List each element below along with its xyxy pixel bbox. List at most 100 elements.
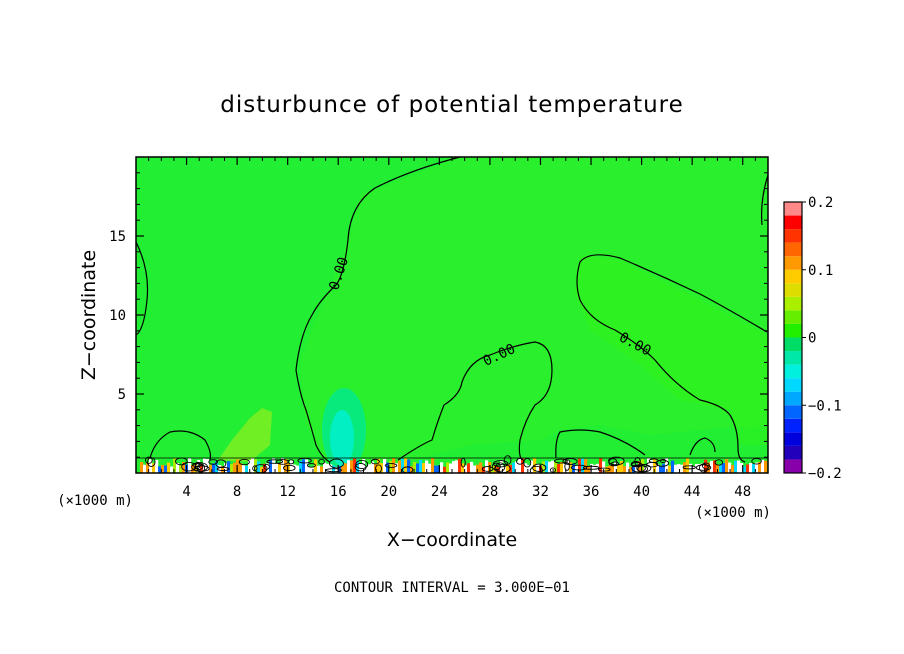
surface-cell (482, 466, 486, 473)
surface-contour (562, 458, 578, 465)
surface-cell (545, 460, 549, 473)
colorbar-swatch (784, 378, 802, 392)
surface-contour (682, 465, 696, 470)
surface-cell (266, 463, 270, 473)
surface-cell (365, 466, 369, 473)
surface-cell (305, 459, 309, 473)
surface-cell (233, 462, 237, 473)
colorbar-swatch (784, 391, 802, 406)
surface-cell (251, 458, 255, 473)
surface-cell (221, 466, 225, 473)
surface-cell (716, 464, 720, 473)
surface-cell (548, 461, 552, 473)
surface-cell (455, 460, 459, 473)
surface-cell (605, 466, 609, 473)
surface-cell (140, 461, 144, 473)
surface-contour (275, 459, 289, 465)
colorbar-swatch (784, 418, 802, 433)
colorbar-tick-label: 0.2 (808, 195, 833, 211)
surface-cell (749, 462, 753, 473)
x-tick-label: 44 (684, 484, 701, 500)
surface-cell (290, 459, 294, 473)
surface-cell (632, 466, 636, 473)
surface-contour (328, 458, 344, 469)
surface-noise-layer (136, 455, 768, 473)
surface-cell (560, 461, 564, 473)
colorbar-swatch (784, 242, 802, 257)
surface-cell (608, 465, 612, 473)
surface-cell (536, 463, 540, 473)
surface-cell (614, 462, 618, 473)
surface-cell (443, 466, 447, 473)
surface-cell (371, 461, 375, 473)
surface-cell (566, 460, 570, 473)
surface-cell (620, 461, 624, 473)
x-tick-label: 32 (532, 484, 549, 500)
surface-cell (452, 461, 456, 473)
surface-cell (182, 462, 186, 473)
surface-contour (193, 465, 210, 472)
surface-cell (521, 458, 525, 473)
surface-contour (283, 464, 296, 472)
colorbar-swatch (784, 351, 802, 365)
surface-cell (446, 462, 450, 473)
x-tick-label: 40 (633, 484, 650, 500)
surface-cell (209, 464, 213, 473)
surface-cell (218, 464, 222, 473)
surface-contour (698, 463, 709, 473)
surface-cell (272, 458, 276, 473)
surface-contour (495, 462, 506, 472)
x-unit-left: (×1000 m) (57, 493, 133, 509)
surface-cell (461, 463, 465, 473)
surface-cell (533, 458, 537, 473)
surface-cell (527, 465, 531, 473)
surface-cell (758, 462, 762, 473)
surface-cell (476, 464, 480, 473)
surface-contour (238, 458, 250, 466)
surface-cell (623, 466, 627, 473)
colorbar-swatch (784, 364, 802, 379)
surface-cell (644, 466, 648, 473)
x-tick-label: 4 (182, 484, 190, 500)
surface-contour (532, 463, 547, 472)
surface-contour (597, 467, 611, 472)
surface-cell (323, 462, 327, 473)
surface-cell (176, 463, 180, 473)
surface-cell (638, 460, 642, 473)
surface-cell (656, 464, 660, 473)
surface-contour (634, 456, 641, 466)
surface-cell (518, 458, 522, 473)
x-tick-label: 20 (380, 484, 397, 500)
surface-cell (362, 459, 366, 473)
surface-cell (599, 458, 603, 473)
surface-cell (170, 466, 174, 473)
surface-contour (646, 461, 659, 468)
surface-cell (308, 466, 312, 473)
surface-cell (395, 463, 399, 473)
surface-cell (215, 461, 219, 473)
surface-cell (554, 461, 558, 473)
surface-cell (173, 458, 177, 473)
x-unit-right: (×1000 m) (695, 505, 771, 521)
surface-contour (263, 463, 270, 470)
colorbar-swatch (784, 283, 802, 297)
surface-cell (659, 466, 663, 473)
surface-cell (740, 462, 744, 473)
surface-cell (341, 466, 345, 473)
surface-cell (335, 466, 339, 473)
surface-cell (287, 462, 291, 473)
surface-cell (752, 464, 756, 473)
surface-cell (275, 463, 279, 473)
surface-contour (630, 462, 643, 468)
surface-cell (317, 465, 321, 473)
colorbar-swatch (784, 296, 802, 311)
surface-contour (384, 463, 398, 468)
surface-cell (470, 461, 474, 473)
surface-cell (257, 461, 261, 473)
surface-cell (683, 462, 687, 473)
surface-cell (320, 466, 324, 473)
surface-cell (479, 462, 483, 473)
surface-cell (719, 464, 723, 473)
surface-cell (416, 463, 420, 473)
surface-contour (370, 458, 380, 465)
